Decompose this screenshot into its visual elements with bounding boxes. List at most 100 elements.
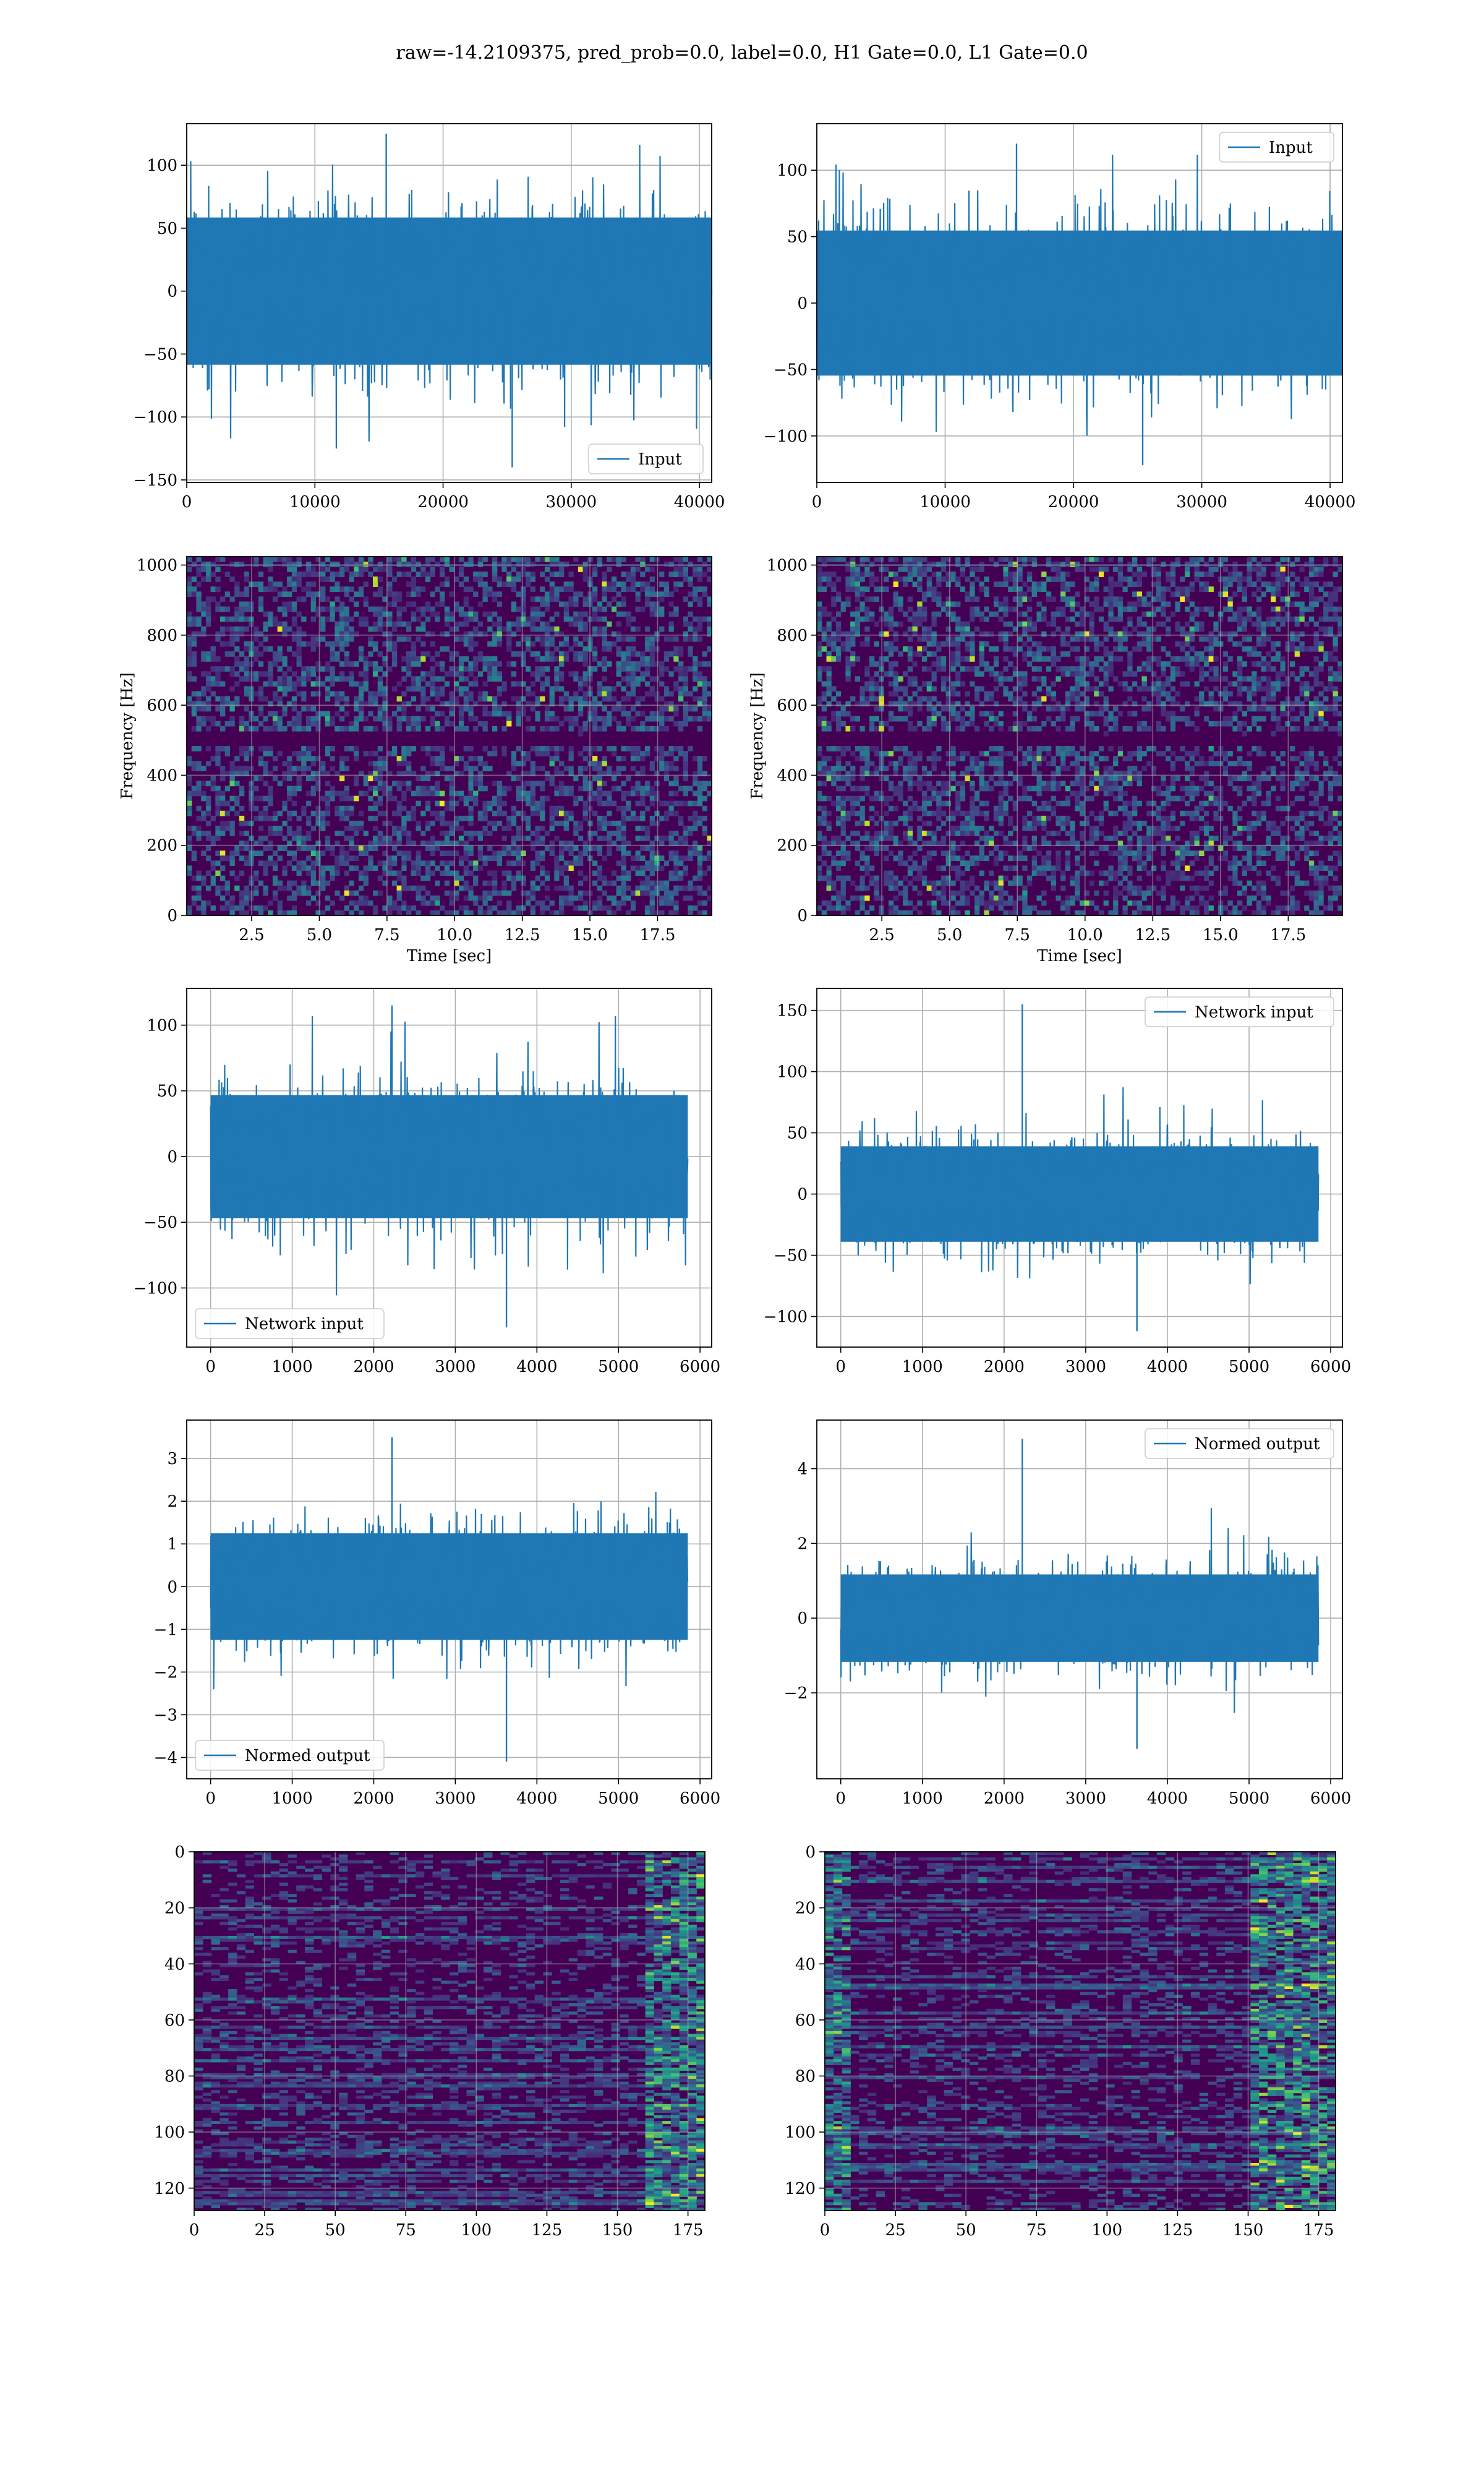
heatmap-cell <box>492 875 498 881</box>
heatmap-cell <box>907 805 913 811</box>
heatmap-cell <box>563 636 569 642</box>
heatmap-cell <box>320 616 326 622</box>
heatmap-cell <box>668 800 674 807</box>
heatmap-cell <box>239 591 245 597</box>
heatmap-cell <box>454 606 459 612</box>
heatmap-cell <box>611 910 617 916</box>
heatmap-cell <box>239 831 245 836</box>
heatmap-cell <box>903 885 908 891</box>
heatmap-cell <box>254 890 259 896</box>
heatmap-cell <box>358 706 364 712</box>
heatmap-cell <box>884 766 889 771</box>
heatmap-cell <box>621 885 626 891</box>
heatmap-cell <box>578 895 584 901</box>
heatmap-cell <box>707 631 712 637</box>
heatmap-cell <box>573 831 579 836</box>
heatmap-cell <box>912 616 918 622</box>
heatmap-cell <box>463 761 469 766</box>
heatmap-cell <box>377 576 383 582</box>
heatmap-cell <box>869 875 875 881</box>
heatmap-cell <box>473 800 479 807</box>
heatmap-cell <box>430 910 435 916</box>
heatmap-cell <box>335 910 340 916</box>
heatmap-cell <box>196 721 202 727</box>
heatmap-cell <box>330 616 335 622</box>
heatmap-cell <box>477 581 484 587</box>
heatmap-cell <box>277 686 283 692</box>
heatmap-cell <box>965 562 970 567</box>
heatmap-cell <box>626 696 631 702</box>
heatmap-cell <box>821 845 827 851</box>
heatmap-cell <box>268 711 273 717</box>
heatmap-cell <box>573 860 579 867</box>
heatmap-cell <box>234 850 240 856</box>
heatmap-cell <box>845 746 851 751</box>
heatmap-cell <box>325 746 331 751</box>
heatmap-cell <box>368 795 373 802</box>
heatmap-cell <box>306 721 312 727</box>
heatmap-cell <box>835 651 842 657</box>
heatmap-cell <box>196 591 202 597</box>
heatmap-cell <box>516 855 521 861</box>
heatmap-cell <box>526 815 531 821</box>
heatmap-cell <box>526 771 531 777</box>
heatmap-cell <box>215 785 221 792</box>
heatmap-cell <box>420 586 426 592</box>
heatmap-cell <box>406 836 412 841</box>
heatmap-cell <box>659 666 665 672</box>
heatmap-cell <box>974 596 980 602</box>
legend-box <box>588 443 704 474</box>
heatmap-cell <box>626 800 631 807</box>
heatmap-cell <box>540 571 545 577</box>
heatmap-cell <box>330 606 335 612</box>
heatmap-cell <box>597 795 603 802</box>
heatmap-cell <box>597 781 603 787</box>
heatmap-cell <box>282 562 288 567</box>
heatmap-cell <box>387 870 393 876</box>
heatmap-cell <box>339 805 345 811</box>
heatmap-cell <box>917 636 923 642</box>
heatmap-cell <box>201 850 207 856</box>
heatmap-cell <box>339 691 345 697</box>
heatmap-cell <box>497 591 502 597</box>
heatmap-cell <box>444 850 450 856</box>
heatmap-cell <box>301 571 307 577</box>
heatmap-cell <box>907 696 913 702</box>
heatmap-cell <box>640 726 646 732</box>
heatmap-cell <box>578 621 584 627</box>
heatmap-cell <box>635 661 641 667</box>
heatmap-cell <box>697 850 703 856</box>
heatmap-cell <box>325 716 331 722</box>
heatmap-cell <box>449 746 454 751</box>
heatmap-cell <box>931 562 937 567</box>
heatmap-cell <box>477 815 484 821</box>
heatmap-cell <box>903 706 908 712</box>
heatmap-cell <box>635 870 641 876</box>
heatmap-cell <box>535 836 540 841</box>
heatmap-cell <box>277 716 283 722</box>
heatmap-cell <box>960 771 966 777</box>
heatmap-cell <box>578 870 584 876</box>
heatmap-cell <box>482 761 488 766</box>
heatmap-cell <box>516 641 521 647</box>
heatmap-cell <box>578 651 584 657</box>
heatmap-cell <box>335 631 340 637</box>
heatmap-cell <box>220 771 226 777</box>
heatmap-cell <box>970 781 975 787</box>
heatmap-cell <box>568 785 574 792</box>
heatmap-cell <box>301 836 307 841</box>
heatmap-cell <box>449 895 454 901</box>
heatmap-cell <box>702 681 707 687</box>
heatmap-cell <box>936 601 942 607</box>
heatmap-cell <box>635 681 641 687</box>
heatmap-cell <box>363 880 369 886</box>
heatmap-cell <box>831 800 837 807</box>
heatmap-cell <box>282 601 288 607</box>
heatmap-cell <box>310 865 316 871</box>
heatmap-cell <box>893 581 898 587</box>
heatmap-cell <box>516 776 521 782</box>
heatmap-cell <box>497 890 502 896</box>
heatmap-cell <box>406 771 412 777</box>
heatmap-cell <box>282 885 288 891</box>
heatmap-cell <box>607 820 612 826</box>
